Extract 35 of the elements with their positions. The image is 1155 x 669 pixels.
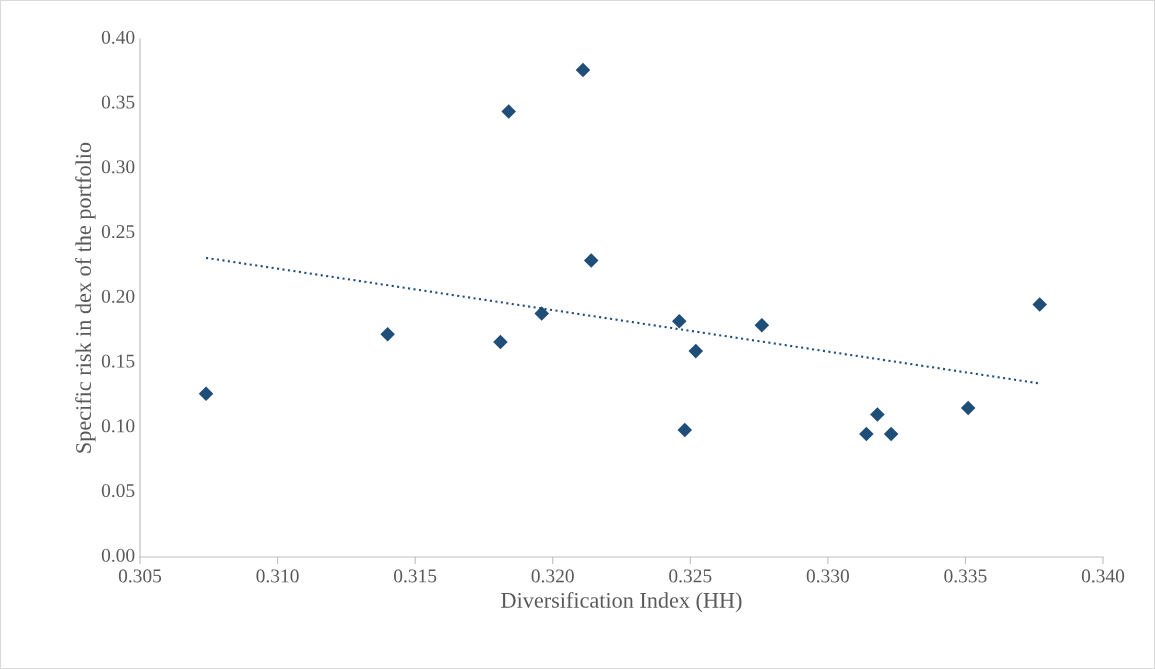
point xyxy=(960,400,976,416)
x-tick-label: 0.325 xyxy=(669,569,712,583)
point xyxy=(870,407,885,422)
x-tick-label: 0.310 xyxy=(256,569,299,583)
x-tick-label: 0.305 xyxy=(118,569,162,583)
point xyxy=(198,386,214,402)
x-axis-title: Diversification Index (HH) xyxy=(501,591,742,613)
y-tick-label: 0.20 xyxy=(101,289,135,303)
y-tick-label: 0.10 xyxy=(101,419,135,433)
point xyxy=(859,426,874,442)
point xyxy=(575,62,591,78)
y-tick-label: 0.00 xyxy=(101,548,135,562)
x-tick-label: 0.320 xyxy=(531,569,574,583)
y-tick-label: 0.15 xyxy=(101,354,135,368)
y-tick-label: 0.05 xyxy=(101,484,135,498)
point xyxy=(380,326,395,342)
point xyxy=(501,104,516,119)
point xyxy=(672,314,687,329)
point xyxy=(883,426,899,442)
y-tick-label: 0.35 xyxy=(101,95,135,109)
point xyxy=(1032,297,1047,312)
y-tick-label: 0.30 xyxy=(101,160,135,174)
point xyxy=(754,317,770,333)
y-axis-title: Specific risk in dex of the portfolio xyxy=(75,142,96,453)
y-tick-label: 0.25 xyxy=(101,225,135,239)
x-tick-label: 0.330 xyxy=(806,569,849,583)
point xyxy=(493,334,508,350)
x-tick-label: 0.335 xyxy=(944,569,987,583)
point xyxy=(688,343,704,359)
x-tick-label: 0.315 xyxy=(394,569,437,583)
y-tick-label: 0.40 xyxy=(101,30,135,44)
x-tick-label: 0.340 xyxy=(1081,569,1125,583)
point xyxy=(534,306,549,321)
point xyxy=(583,253,599,268)
point xyxy=(677,422,693,438)
